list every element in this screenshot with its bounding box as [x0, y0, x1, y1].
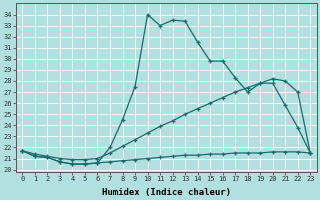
X-axis label: Humidex (Indice chaleur): Humidex (Indice chaleur)	[102, 188, 231, 197]
